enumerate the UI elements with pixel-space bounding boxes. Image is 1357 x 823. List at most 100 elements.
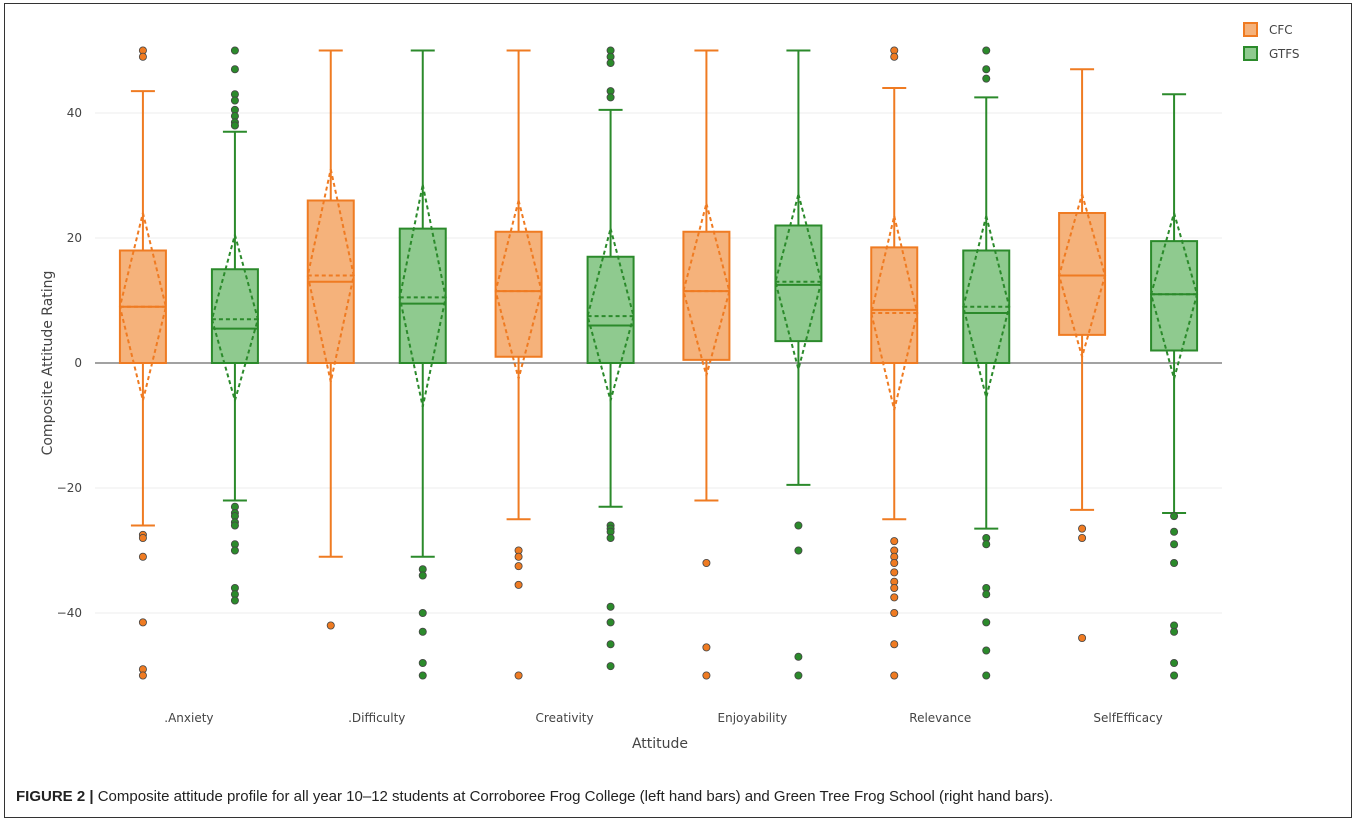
outlier-point (982, 65, 991, 74)
legend-swatch-cfc (1243, 22, 1258, 37)
gridlines (95, 112, 1222, 614)
box-gtfs-1 (398, 49, 447, 680)
legend-label-gtfs: GTFS (1269, 47, 1300, 61)
mean-diamond (118, 212, 167, 401)
outlier-point (138, 671, 147, 680)
mean-diamond (870, 215, 919, 411)
outlier-point (890, 593, 899, 602)
outlier-point (1170, 627, 1179, 636)
outlier-point (606, 602, 615, 611)
outlier-point (606, 618, 615, 627)
figure-frame (4, 3, 1352, 818)
mean-diamond (586, 224, 635, 405)
x-tick-label: SelfEfficacy (1093, 711, 1162, 725)
outlier-point (982, 540, 991, 549)
outlier-point (982, 590, 991, 599)
legend-item-gtfs[interactable]: GTFS (1243, 46, 1300, 61)
x-tick-label: .Difficulty (348, 711, 405, 725)
outlier-point (230, 121, 239, 130)
outlier-point (702, 671, 711, 680)
outlier-point (982, 46, 991, 55)
box-iqr (210, 268, 259, 364)
outlier-point (230, 546, 239, 555)
outlier-point (418, 571, 427, 580)
outlier-point (606, 640, 615, 649)
legend-item-cfc[interactable]: CFC (1243, 22, 1293, 37)
outlier-point (1078, 634, 1087, 643)
mean-diamond (682, 199, 731, 380)
outlier-point (1078, 524, 1087, 533)
y-axis-ticks: 40 20 0 −20 −40 (57, 106, 82, 620)
legend[interactable]: CFC GTFS (1243, 22, 1300, 61)
boxes (118, 46, 1199, 680)
y-tick-label: 40 (67, 106, 82, 120)
outlier-point (982, 646, 991, 655)
outlier-point (1170, 659, 1179, 668)
box-iqr (682, 230, 731, 361)
box-cfc-3 (682, 49, 731, 680)
outlier-point (514, 552, 523, 561)
box-iqr (586, 255, 635, 364)
box-cfc-5 (1058, 68, 1107, 643)
outlier-point (418, 659, 427, 668)
box-cfc-2 (494, 49, 543, 680)
box-iqr (398, 227, 447, 364)
box-gtfs-3 (774, 49, 823, 680)
y-tick-label: −40 (57, 606, 82, 620)
y-axis-title: Composite Attitude Rating (40, 271, 56, 456)
outlier-point (418, 627, 427, 636)
outlier-point (982, 618, 991, 627)
outlier-point (1170, 527, 1179, 536)
outlier-point (890, 568, 899, 577)
outlier-point (1170, 512, 1179, 521)
outlier-point (794, 652, 803, 661)
outlier-point (702, 643, 711, 652)
outlier-point (890, 52, 899, 61)
outlier-point (1170, 540, 1179, 549)
mean-diamond (210, 231, 259, 405)
figure-caption-text: Composite attitude profile for all year … (97, 788, 1054, 805)
x-axis-title: Attitude (632, 736, 688, 752)
mean-diamond (1150, 209, 1199, 383)
box-gtfs-0 (210, 46, 259, 605)
y-tick-label: −20 (57, 481, 82, 495)
box-iqr (870, 246, 919, 364)
figure-caption: FIGURE 2 | Composite attitude profile fo… (16, 788, 1336, 805)
outlier-point (514, 562, 523, 571)
mean-diamond (306, 169, 355, 382)
outlier-point (230, 521, 239, 530)
outlier-point (606, 93, 615, 102)
outlier-point (890, 640, 899, 649)
outlier-point (794, 671, 803, 680)
box-cfc-0 (118, 46, 167, 680)
outlier-point (794, 521, 803, 530)
box-plot-chart: 40 20 0 −20 −40 .Anxiety .Difficulty Creativit… (40, 22, 1300, 752)
x-tick-label: Creativity (536, 711, 594, 725)
outlier-point (230, 46, 239, 55)
x-tick-label: Relevance (909, 711, 971, 725)
outlier-point (418, 671, 427, 680)
legend-label-cfc: CFC (1269, 23, 1293, 37)
x-tick-label: .Anxiety (164, 711, 213, 725)
outlier-point (890, 609, 899, 618)
y-tick-label: 0 (74, 356, 82, 370)
outlier-point (138, 618, 147, 627)
mean-diamond (494, 200, 543, 383)
outlier-point (890, 671, 899, 680)
outlier-point (138, 552, 147, 561)
outlier-point (982, 671, 991, 680)
outlier-point (230, 65, 239, 74)
outlier-point (606, 59, 615, 68)
outlier-point (514, 671, 523, 680)
outlier-point (890, 559, 899, 568)
outlier-point (418, 609, 427, 618)
x-tick-label: Enjoyability (718, 711, 788, 725)
outlier-point (702, 559, 711, 568)
outlier-point (514, 580, 523, 589)
box-cfc-1 (306, 49, 355, 630)
outlier-point (606, 534, 615, 543)
mean-diamond (1058, 190, 1107, 361)
box-iqr (774, 224, 823, 343)
outlier-point (326, 621, 335, 630)
outlier-point (1170, 559, 1179, 568)
